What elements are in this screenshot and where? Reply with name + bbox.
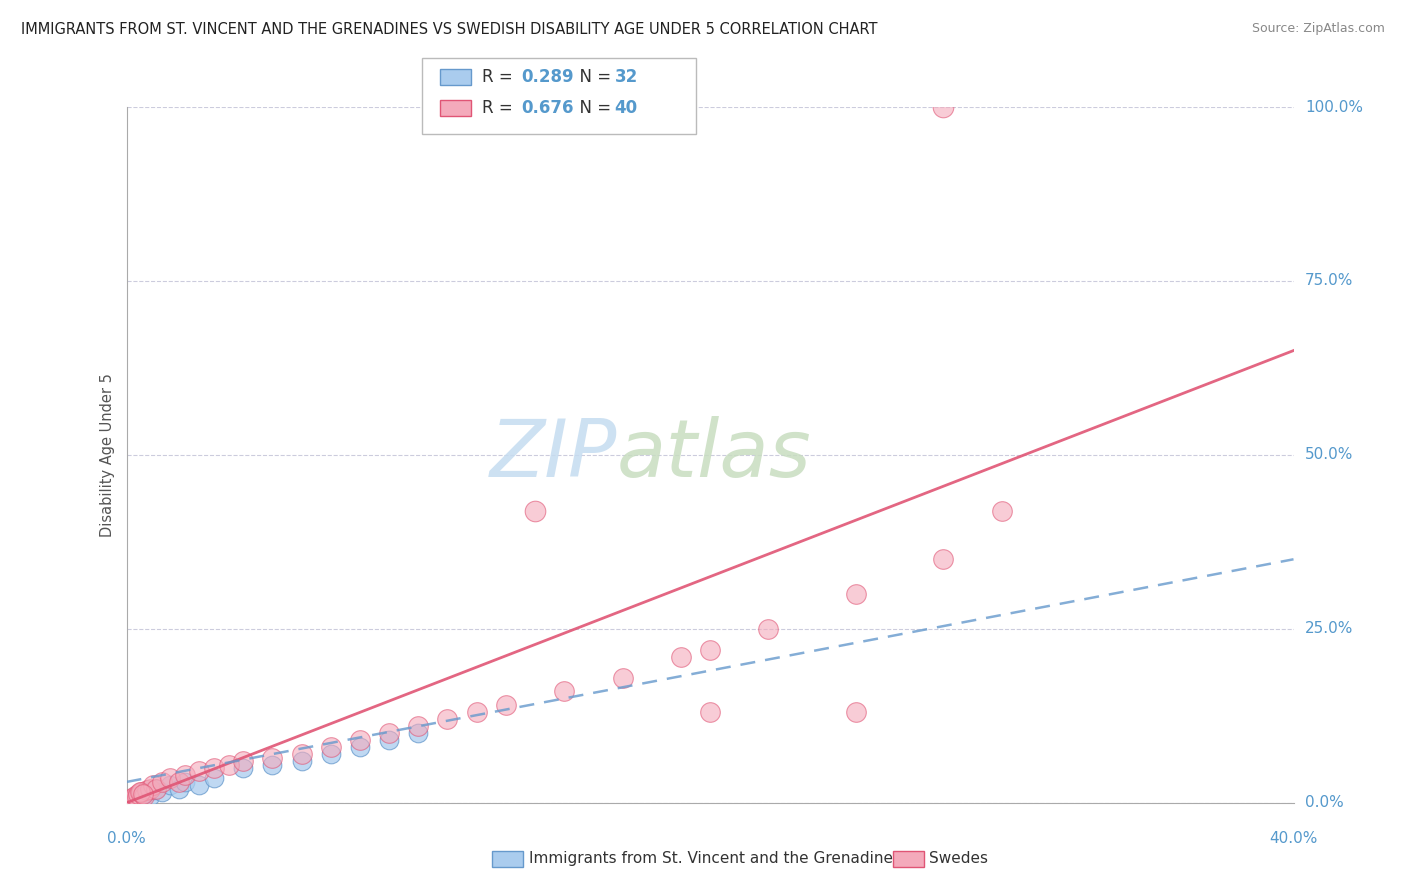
Point — [122, 793, 145, 807]
Point — [132, 788, 155, 802]
Point — [118, 793, 141, 807]
Point — [553, 684, 575, 698]
Point — [121, 792, 143, 806]
Text: 40.0%: 40.0% — [1270, 830, 1317, 846]
Text: 0.676: 0.676 — [522, 99, 574, 117]
Point — [159, 778, 181, 792]
Point — [202, 772, 225, 786]
Text: 100.0%: 100.0% — [1305, 100, 1364, 114]
Text: 25.0%: 25.0% — [1305, 622, 1354, 636]
Point — [465, 706, 488, 720]
Point — [378, 733, 401, 747]
Point — [167, 781, 190, 796]
Point — [932, 552, 955, 566]
Point — [122, 791, 145, 805]
Point — [129, 785, 152, 799]
Text: Immigrants from St. Vincent and the Grenadines: Immigrants from St. Vincent and the Gren… — [529, 852, 901, 866]
Point — [232, 761, 254, 775]
Point — [845, 587, 868, 601]
Point — [127, 789, 149, 803]
Point — [131, 787, 153, 801]
Point — [641, 100, 664, 114]
Point — [188, 778, 211, 792]
Point — [349, 740, 371, 755]
Point — [232, 754, 254, 768]
Point — [524, 503, 547, 517]
Text: 0.0%: 0.0% — [107, 830, 146, 846]
Point — [145, 781, 167, 796]
Point — [142, 778, 165, 792]
Point — [120, 792, 142, 806]
Point — [174, 768, 197, 782]
Point — [699, 642, 721, 657]
Point — [129, 791, 152, 805]
Text: 32: 32 — [614, 68, 638, 86]
Text: N =: N = — [569, 99, 617, 117]
Point — [495, 698, 517, 713]
Point — [118, 794, 141, 808]
Point — [262, 757, 284, 772]
Point — [188, 764, 211, 779]
Point — [845, 706, 868, 720]
Point — [990, 503, 1012, 517]
Point — [349, 733, 371, 747]
Point — [150, 785, 173, 799]
Point — [136, 785, 159, 799]
Point — [436, 712, 458, 726]
Point — [124, 789, 146, 804]
Point — [122, 792, 145, 806]
Text: 0.289: 0.289 — [522, 68, 574, 86]
Point — [290, 754, 312, 768]
Point — [756, 622, 779, 636]
Text: 40: 40 — [614, 99, 637, 117]
Text: IMMIGRANTS FROM ST. VINCENT AND THE GRENADINES VS SWEDISH DISABILITY AGE UNDER 5: IMMIGRANTS FROM ST. VINCENT AND THE GREN… — [21, 22, 877, 37]
Text: atlas: atlas — [617, 416, 811, 494]
Point — [167, 775, 190, 789]
Text: ZIP: ZIP — [489, 416, 617, 494]
Point — [120, 792, 142, 806]
Point — [131, 787, 153, 801]
Point — [159, 772, 181, 786]
Point — [128, 789, 150, 803]
Point — [408, 719, 430, 733]
Text: Swedes: Swedes — [929, 852, 988, 866]
Point — [139, 781, 162, 796]
Point — [125, 791, 148, 805]
Point — [699, 706, 721, 720]
Point — [142, 783, 165, 797]
Point — [127, 788, 149, 802]
Text: N =: N = — [569, 68, 617, 86]
Text: 75.0%: 75.0% — [1305, 274, 1354, 288]
Point — [145, 781, 167, 796]
Text: Source: ZipAtlas.com: Source: ZipAtlas.com — [1251, 22, 1385, 36]
Y-axis label: Disability Age Under 5: Disability Age Under 5 — [100, 373, 115, 537]
Point — [612, 671, 634, 685]
Point — [378, 726, 401, 740]
Point — [290, 747, 312, 761]
Text: 50.0%: 50.0% — [1305, 448, 1354, 462]
Point — [174, 775, 197, 789]
Text: R =: R = — [482, 99, 519, 117]
Point — [932, 100, 955, 114]
Point — [128, 785, 150, 799]
Point — [121, 791, 143, 805]
Point — [139, 789, 162, 803]
Point — [124, 790, 146, 805]
Point — [669, 649, 692, 664]
Text: R =: R = — [482, 68, 519, 86]
Point — [218, 757, 240, 772]
Point — [136, 783, 159, 797]
Point — [118, 793, 141, 807]
Point — [125, 790, 148, 805]
Point — [150, 775, 173, 789]
Point — [132, 789, 155, 803]
Point — [319, 747, 342, 761]
Point — [121, 791, 143, 805]
Text: 0.0%: 0.0% — [1305, 796, 1344, 810]
Point — [262, 750, 284, 764]
Point — [124, 789, 146, 803]
Point — [319, 740, 342, 755]
Point — [202, 761, 225, 775]
Point — [408, 726, 430, 740]
